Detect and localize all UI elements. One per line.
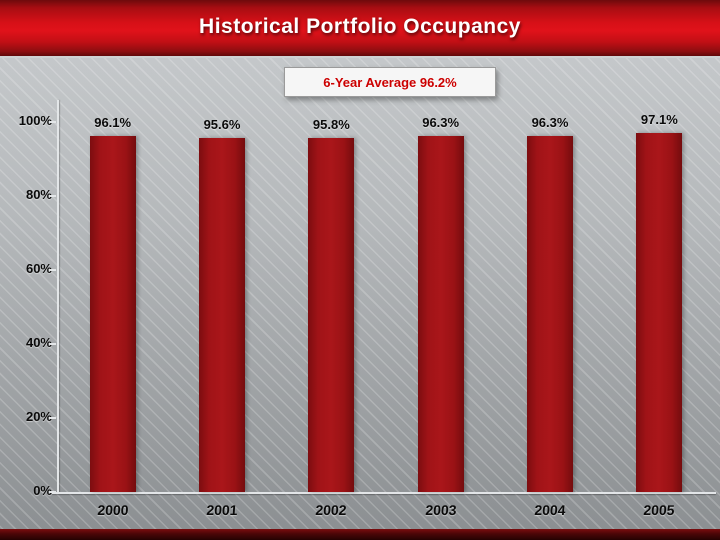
y-axis-label: 20% — [25, 409, 52, 424]
bar-2000 — [89, 136, 136, 492]
x-axis-line — [52, 492, 716, 494]
bar-2004 — [527, 135, 573, 492]
x-axis-label: 2005 — [643, 502, 676, 518]
bar-value-label: 95.6% — [203, 117, 241, 133]
y-axis-tick — [49, 343, 56, 345]
bottom-border — [0, 529, 720, 540]
x-axis-label: 2001 — [205, 502, 239, 518]
title-banner: Historical Portfolio Occupancy — [0, 0, 720, 58]
y-axis-label: 80% — [25, 187, 52, 202]
x-axis-label: 2002 — [315, 502, 348, 518]
y-axis-label: 60% — [25, 261, 52, 276]
y-axis-label: 100% — [18, 113, 52, 128]
x-axis-label: 2000 — [96, 502, 129, 518]
y-axis-tick — [49, 195, 56, 197]
bar-2001 — [199, 138, 245, 492]
slide-title: Historical Portfolio Occupancy — [199, 15, 521, 38]
bar-2005 — [636, 132, 683, 492]
bar-value-label: 95.8% — [312, 116, 350, 132]
x-axis-label: 2003 — [424, 502, 457, 518]
y-axis-tick — [49, 269, 56, 271]
y-axis-tick — [49, 121, 56, 123]
y-axis-label: 40% — [25, 335, 52, 350]
bar-value-label: 96.1% — [94, 115, 132, 131]
bar-value-label: 96.3% — [531, 114, 569, 130]
y-axis-line — [57, 100, 59, 493]
y-axis-tick — [49, 491, 56, 493]
y-axis-tick — [49, 417, 56, 419]
bar-value-label: 96.3% — [422, 114, 460, 130]
x-axis-label: 2004 — [533, 502, 567, 518]
bar-2002 — [308, 137, 355, 492]
bar-2003 — [417, 135, 464, 492]
average-annotation: 6-Year Average 96.2% — [284, 67, 496, 97]
y-axis-label: 0% — [33, 483, 52, 498]
bar-value-label: 97.1% — [640, 111, 678, 127]
